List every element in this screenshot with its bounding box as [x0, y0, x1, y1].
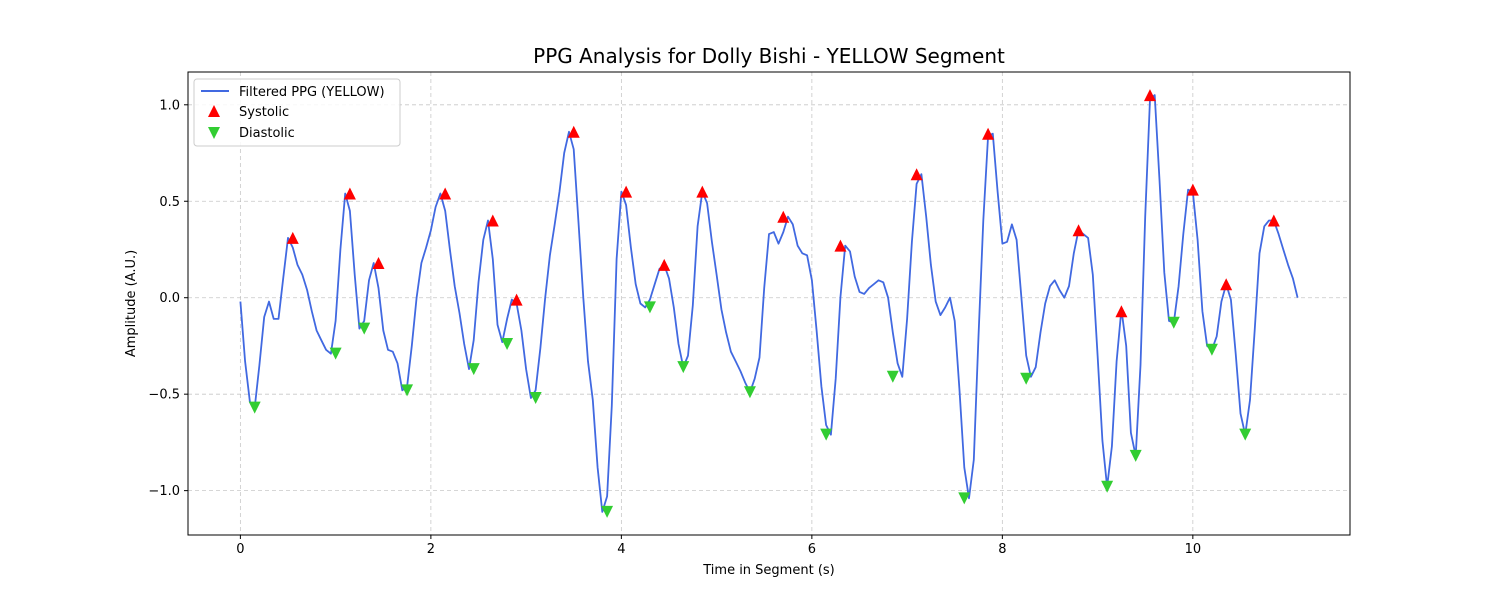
diastolic-marker: [501, 338, 514, 351]
systolic-marker: [910, 168, 923, 181]
diastolic-marker: [820, 428, 833, 441]
systolic-marker: [486, 214, 499, 227]
diastolic-marker: [529, 392, 542, 405]
y-tick-label: −1.0: [148, 484, 180, 499]
diastolic-marker: [1205, 343, 1218, 356]
systolic-marker: [1220, 278, 1233, 291]
diastolic-marker: [743, 386, 756, 399]
systolic-marker: [1186, 183, 1199, 196]
diastolic-marker: [1101, 480, 1114, 493]
diastolic-marker: [1167, 316, 1180, 329]
systolic-marker: [1072, 224, 1085, 237]
systolic-marker: [343, 187, 356, 200]
x-axis-label: Time in Segment (s): [702, 563, 834, 578]
axis-ticks: 0 2 4 6 8 10 −1.0 −0.5 0.0 0.5 1.0: [148, 98, 1201, 557]
x-tick-label: 10: [1185, 542, 1202, 557]
x-tick-label: 6: [808, 542, 816, 557]
diastolic-marker: [358, 322, 371, 335]
x-tick-label: 2: [427, 542, 435, 557]
legend-box: [193, 78, 401, 147]
diastolic-marker: [248, 401, 261, 414]
systolic-marker: [620, 185, 633, 198]
y-tick-label: 0.5: [159, 195, 180, 210]
diastolic-marker: [329, 347, 342, 360]
diastolic-marker: [401, 384, 414, 397]
grid: [188, 72, 1350, 535]
systolic-marker: [1267, 214, 1280, 227]
diastolic-marker: [467, 363, 480, 376]
diastolic-marker: [1020, 372, 1033, 385]
systolic-marker: [567, 125, 580, 138]
diastolic-marker: [958, 492, 971, 505]
diastolic-marker: [1129, 449, 1142, 462]
systolic-marker: [1143, 89, 1156, 102]
y-tick-label: 1.0: [159, 98, 180, 113]
systolic-marker: [372, 256, 385, 269]
systolic-marker: [834, 239, 847, 252]
systolic-marker: [510, 293, 523, 306]
chart-title: PPG Analysis for Dolly Bishi - YELLOW Se…: [533, 44, 1005, 68]
y-tick-label: −0.5: [148, 388, 180, 403]
diastolic-marker: [1239, 428, 1252, 441]
legend-label-filtered: Filtered PPG (YELLOW): [239, 85, 385, 100]
diastolic-marker: [643, 301, 656, 314]
y-axis-label: Amplitude (A.U.): [124, 250, 139, 357]
legend-label-diastolic: Diastolic: [239, 126, 295, 141]
legend-diastolic-marker: [208, 127, 220, 139]
legend: Filtered PPG (YELLOW) Systolic Diastolic: [193, 78, 401, 147]
diastolic-marker: [886, 370, 899, 383]
plot-frame: [187, 71, 1351, 536]
diastolic-marker: [601, 505, 614, 518]
ppg-signal-line: [239, 94, 1299, 513]
x-tick-label: 8: [998, 542, 1006, 557]
systolic-marker: [286, 231, 299, 244]
systolic-marker: [982, 127, 995, 140]
systolic-marker: [658, 258, 671, 271]
systolic-marker: [696, 185, 709, 198]
legend-label-systolic: Systolic: [239, 105, 289, 120]
systolic-marker: [439, 187, 452, 200]
plot-area: [239, 89, 1299, 518]
x-tick-label: 4: [617, 542, 625, 557]
systolic-marker: [1115, 305, 1128, 318]
systolic-marker: [777, 210, 790, 223]
y-tick-label: 0.0: [159, 291, 180, 306]
legend-systolic-marker: [208, 105, 220, 117]
diastolic-marker: [677, 361, 690, 374]
x-tick-label: 0: [236, 542, 244, 557]
